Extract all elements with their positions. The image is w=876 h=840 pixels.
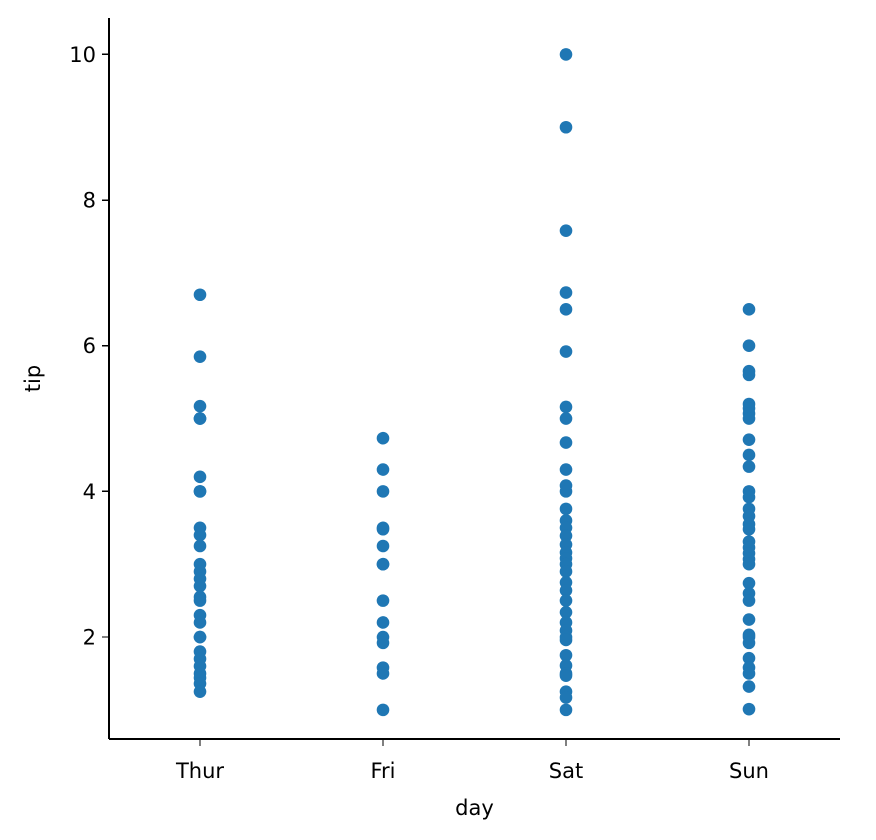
data-point-fri: [376, 667, 390, 680]
data-point-thur: [193, 288, 207, 302]
data-point-fri: [376, 485, 390, 498]
data-point-sun: [742, 448, 756, 462]
data-point-fri: [376, 616, 390, 629]
data-point-sat: [559, 565, 573, 578]
y-tick-label: 2: [83, 626, 96, 650]
data-point-thur: [193, 630, 207, 644]
points-layer: [193, 48, 756, 717]
data-point-sat: [559, 224, 573, 237]
data-point-sun: [742, 613, 756, 626]
data-point-sat: [559, 345, 573, 358]
data-point-sun: [742, 667, 756, 680]
data-point-fri: [376, 703, 390, 717]
data-point-sat: [559, 303, 573, 316]
data-point-thur: [193, 485, 207, 498]
y-axis-title: tip: [21, 365, 45, 392]
data-point-sat: [559, 48, 573, 61]
data-point-sat: [559, 529, 573, 543]
data-point-sat: [559, 400, 573, 414]
data-point-fri: [376, 522, 390, 536]
data-point-sun: [742, 490, 756, 504]
x-tick-label-sun: Sun: [729, 759, 769, 783]
data-point-sat: [559, 594, 573, 607]
data-point-sun: [742, 702, 756, 716]
data-point-thur: [193, 412, 207, 425]
data-point-thur: [193, 470, 207, 484]
data-point-sun: [742, 576, 756, 590]
data-point-sat: [559, 703, 573, 717]
data-point-sun: [742, 412, 756, 425]
y-tick-label: 4: [83, 480, 96, 504]
data-point-sun: [742, 339, 756, 353]
data-point-sat: [559, 691, 573, 704]
data-point-sun: [742, 433, 756, 446]
data-point-sat: [559, 584, 573, 597]
x-axis-ticks: Thur Fri Sat Sun: [175, 739, 769, 783]
x-tick-label-sat: Sat: [549, 759, 583, 783]
y-tick-label: 10: [69, 43, 96, 67]
data-point-sun: [742, 636, 756, 650]
data-point-sun: [742, 303, 756, 316]
data-point-sat: [559, 605, 573, 619]
data-point-sun: [742, 368, 756, 382]
y-tick-label: 8: [83, 189, 96, 213]
data-point-sat: [559, 120, 573, 134]
y-tick-label: 6: [83, 334, 96, 358]
data-point-thur: [193, 579, 207, 593]
data-point-sun: [742, 594, 756, 607]
data-point-sun: [742, 557, 756, 571]
data-point-sat: [559, 633, 573, 647]
data-point-fri: [376, 539, 390, 553]
data-point-fri: [376, 463, 390, 476]
data-point-sat: [559, 485, 573, 498]
data-point-thur: [193, 528, 207, 542]
data-point-thur: [193, 685, 207, 698]
data-point-sat: [559, 286, 573, 299]
data-point-fri: [376, 636, 390, 650]
data-point-thur: [193, 350, 207, 363]
data-point-sat: [559, 463, 573, 476]
data-point-sat: [559, 436, 573, 449]
data-point-fri: [376, 557, 390, 571]
data-point-thur: [193, 539, 207, 553]
data-point-sun: [742, 522, 756, 536]
data-point-sat: [559, 412, 573, 425]
data-point-sun: [742, 460, 756, 473]
x-axis-title: day: [455, 796, 494, 820]
data-point-thur: [193, 616, 207, 629]
data-point-fri: [376, 431, 390, 445]
x-tick-label-fri: Fri: [370, 759, 395, 783]
data-point-sun: [742, 651, 756, 665]
data-point-sat: [559, 648, 573, 662]
x-tick-label-thur: Thur: [175, 759, 224, 783]
data-point-thur: [193, 399, 207, 413]
data-point-thur: [193, 594, 207, 607]
data-point-fri: [376, 594, 390, 607]
data-point-sun: [742, 680, 756, 693]
y-axis-ticks: 2 4 6 8 10: [69, 43, 109, 650]
data-point-sat: [559, 502, 573, 516]
data-point-sat: [559, 669, 573, 682]
